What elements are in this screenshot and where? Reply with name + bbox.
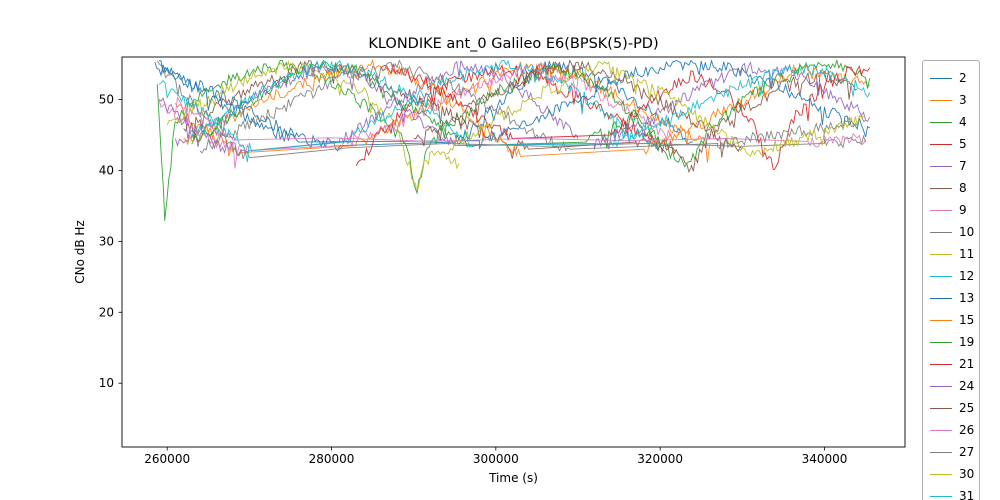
legend-label: 15 <box>959 313 975 327</box>
legend-line-sample <box>930 451 952 453</box>
legend-line-sample <box>930 297 952 299</box>
legend-item-2: 2 <box>930 67 979 89</box>
legend-item-12: 12 <box>930 265 979 287</box>
y-tick-label: 10 <box>99 376 114 390</box>
legend-line-sample <box>930 253 952 255</box>
legend-item-30: 30 <box>930 463 979 485</box>
legend-label: 3 <box>959 93 967 107</box>
legend: 2 3 4 5 7 8 9 10 11 12 13 15 19 21 24 25 26 27 30 31 <box>922 60 980 500</box>
legend-item-21: 21 <box>930 353 979 375</box>
series-line-5 <box>355 61 678 167</box>
legend-label: 31 <box>959 489 975 500</box>
legend-line-sample <box>930 209 952 211</box>
legend-label: 9 <box>959 203 967 217</box>
legend-line-sample <box>930 407 952 409</box>
legend-label: 2 <box>959 71 967 85</box>
series-line-7 <box>158 60 579 157</box>
legend-item-24: 24 <box>930 375 979 397</box>
legend-item-31: 31 <box>930 485 979 500</box>
legend-item-10: 10 <box>930 221 979 243</box>
legend-line-sample <box>930 187 952 189</box>
x-axis-label: Time (s) <box>489 471 538 485</box>
legend-label: 21 <box>959 357 975 371</box>
series-line-25 <box>413 59 743 158</box>
series-line-24 <box>174 61 871 150</box>
y-tick-label: 40 <box>99 163 114 177</box>
x-tick-label: 280000 <box>309 452 355 466</box>
legend-line-sample <box>930 429 952 431</box>
legend-line-sample <box>930 385 952 387</box>
legend-item-11: 11 <box>930 243 979 265</box>
legend-item-27: 27 <box>930 441 979 463</box>
x-tick-label: 260000 <box>144 452 190 466</box>
legend-line-sample <box>930 143 952 145</box>
legend-label: 5 <box>959 137 967 151</box>
legend-line-sample <box>930 231 952 233</box>
legend-line-sample <box>930 473 952 475</box>
legend-line-sample <box>930 77 952 79</box>
legend-item-4: 4 <box>930 111 979 133</box>
legend-label: 27 <box>959 445 975 459</box>
series-line-27 <box>199 59 866 154</box>
legend-label: 10 <box>959 225 975 239</box>
legend-item-26: 26 <box>930 419 979 441</box>
series-line-19 <box>191 58 871 168</box>
legend-item-5: 5 <box>930 133 979 155</box>
chart-title: KLONDIKE ant_0 Galileo E6(BPSK(5)-PD) <box>368 36 659 52</box>
legend-line-sample <box>930 275 952 277</box>
series-group <box>154 58 871 221</box>
x-tick-label: 320000 <box>637 452 683 466</box>
legend-line-sample <box>930 341 952 343</box>
series-line-31 <box>191 60 871 149</box>
legend-label: 13 <box>959 291 975 305</box>
legend-label: 4 <box>959 115 967 129</box>
series-line-9 <box>158 63 673 169</box>
series-line-21 <box>380 63 871 171</box>
y-tick-label: 20 <box>99 305 114 319</box>
legend-item-9: 9 <box>930 199 979 221</box>
legend-line-sample <box>930 165 952 167</box>
legend-item-8: 8 <box>930 177 979 199</box>
legend-item-25: 25 <box>930 397 979 419</box>
legend-label: 12 <box>959 269 975 283</box>
x-tick-label: 300000 <box>473 452 519 466</box>
y-tick-label: 50 <box>99 93 114 107</box>
legend-label: 25 <box>959 401 975 415</box>
legend-line-sample <box>930 319 952 321</box>
legend-item-15: 15 <box>930 309 979 331</box>
legend-label: 19 <box>959 335 975 349</box>
series-line-30 <box>446 61 866 158</box>
legend-item-13: 13 <box>930 287 979 309</box>
x-tick-label: 340000 <box>802 452 848 466</box>
series-line-2 <box>154 59 694 152</box>
legend-line-sample <box>930 121 952 123</box>
series-line-12 <box>158 59 661 163</box>
legend-line-sample <box>930 495 952 497</box>
legend-label: 26 <box>959 423 975 437</box>
series-line-13 <box>158 59 870 151</box>
legend-label: 7 <box>959 159 967 173</box>
legend-item-19: 19 <box>930 331 979 353</box>
legend-label: 24 <box>959 379 975 393</box>
legend-item-3: 3 <box>930 89 979 111</box>
axes-frame <box>121 56 906 448</box>
series-line-26 <box>174 96 867 148</box>
legend-label: 30 <box>959 467 975 481</box>
legend-label: 11 <box>959 247 975 261</box>
legend-label: 8 <box>959 181 967 195</box>
y-tick-label: 30 <box>99 234 114 248</box>
legend-line-sample <box>930 99 952 101</box>
legend-item-7: 7 <box>930 155 979 177</box>
legend-line-sample <box>930 363 952 365</box>
